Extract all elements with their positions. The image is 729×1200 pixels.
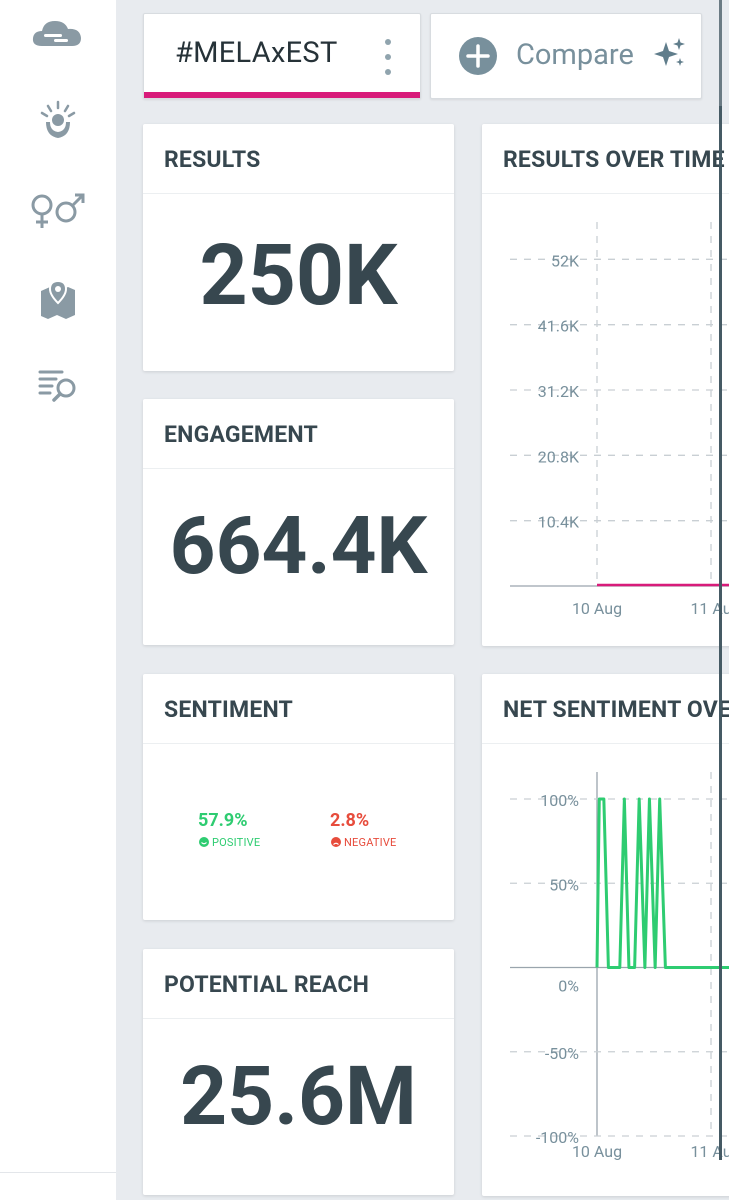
negative-label: NEGATIVE xyxy=(331,836,397,849)
y-tick-label: 10.4K xyxy=(538,513,580,532)
frown-icon xyxy=(331,837,341,847)
card-header: NET SENTIMENT OVER TIME xyxy=(482,674,729,744)
tab-label: #MELAxEST xyxy=(175,36,338,70)
sentiment-card: SENTIMENT 57.9% POSITIVE 2.8% NEGATIVE xyxy=(143,674,454,920)
y-tick-label: -100% xyxy=(536,1128,579,1147)
compare-label: Compare xyxy=(516,38,634,72)
x-tick-label: 11 Au xyxy=(690,1142,729,1161)
tab-melaxest[interactable]: #MELAxEST xyxy=(143,13,421,99)
results-over-time-card: RESULTS OVER TIME 52K 41.6K 31.2K 20.8K 10.4… xyxy=(482,124,729,646)
sentiment-title: SENTIMENT xyxy=(164,696,294,723)
potential-reach-card: POTENTIAL REACH 25.6M xyxy=(143,949,454,1195)
x-tick-label: 10 Aug xyxy=(572,1142,622,1161)
list-search-icon[interactable] xyxy=(28,360,88,408)
negative-value: 2.8% xyxy=(330,810,370,831)
card-header: SENTIMENT xyxy=(143,674,454,744)
results-card: RESULTS 250K xyxy=(143,124,454,371)
y-tick-label: 41.6K xyxy=(538,317,580,336)
engagement-title: ENGAGEMENT xyxy=(164,421,318,448)
scrollbar-thumb[interactable] xyxy=(719,0,722,106)
compare-button[interactable]: Compare xyxy=(430,13,702,99)
positive-label: POSITIVE xyxy=(199,836,260,849)
smile-icon xyxy=(199,837,209,847)
negative-label-text: NEGATIVE xyxy=(344,836,397,849)
reach-value: 25.6M xyxy=(180,1049,417,1145)
results-over-time-title: RESULTS OVER TIME xyxy=(503,146,725,173)
more-options-icon[interactable] xyxy=(381,34,395,80)
scrollbar[interactable] xyxy=(719,0,722,1160)
results-over-time-chart: 52K 41.6K 31.2K 20.8K 10.4K 10 Aug 11 Au xyxy=(510,222,729,618)
net-sentiment-title: NET SENTIMENT OVER TIME xyxy=(503,696,729,723)
y-tick-label: -50% xyxy=(545,1044,579,1063)
card-header: POTENTIAL REACH xyxy=(143,949,454,1019)
engagement-card: ENGAGEMENT 664.4K xyxy=(143,399,454,645)
results-title: RESULTS xyxy=(164,146,261,173)
x-tick-label: 11 Au xyxy=(690,599,729,618)
y-tick-label: 50% xyxy=(549,875,579,894)
card-header: RESULTS xyxy=(143,124,454,194)
sparkle-icon xyxy=(654,38,685,66)
sidebar xyxy=(0,0,117,1200)
positive-value: 57.9% xyxy=(198,810,248,831)
x-tick-label: 10 Aug xyxy=(572,599,622,618)
series-line xyxy=(595,797,729,969)
results-value: 250K xyxy=(199,226,398,325)
card-header: ENGAGEMENT xyxy=(143,399,454,469)
y-tick-label: 20.8K xyxy=(538,447,580,466)
y-tick-label: 31.2K xyxy=(538,382,580,401)
y-tick-label: 52K xyxy=(551,251,580,270)
positive-label-text: POSITIVE xyxy=(212,836,261,849)
reach-title: POTENTIAL REACH xyxy=(164,971,370,998)
sidebar-gutter xyxy=(116,0,122,1200)
add-circle-icon xyxy=(459,37,497,75)
active-tab-indicator xyxy=(144,92,420,98)
y-tick-label: 100% xyxy=(540,791,579,810)
y-tick-label: 0% xyxy=(558,977,579,996)
sidebar-divider xyxy=(0,1172,116,1173)
net-sentiment-chart: 100% 50% 0% -50% -100%10 Aug 11 Au xyxy=(510,772,729,1161)
engagement-value: 664.4K xyxy=(169,499,428,593)
net-sentiment-card: NET SENTIMENT OVER TIME 100% 50% 0% -50% -10… xyxy=(482,674,729,1196)
influencer-icon[interactable] xyxy=(28,98,88,146)
gender-icon[interactable] xyxy=(28,185,88,233)
cloud-icon[interactable] xyxy=(28,10,88,58)
card-header: RESULTS OVER TIME xyxy=(482,124,729,194)
map-icon[interactable] xyxy=(28,275,88,323)
